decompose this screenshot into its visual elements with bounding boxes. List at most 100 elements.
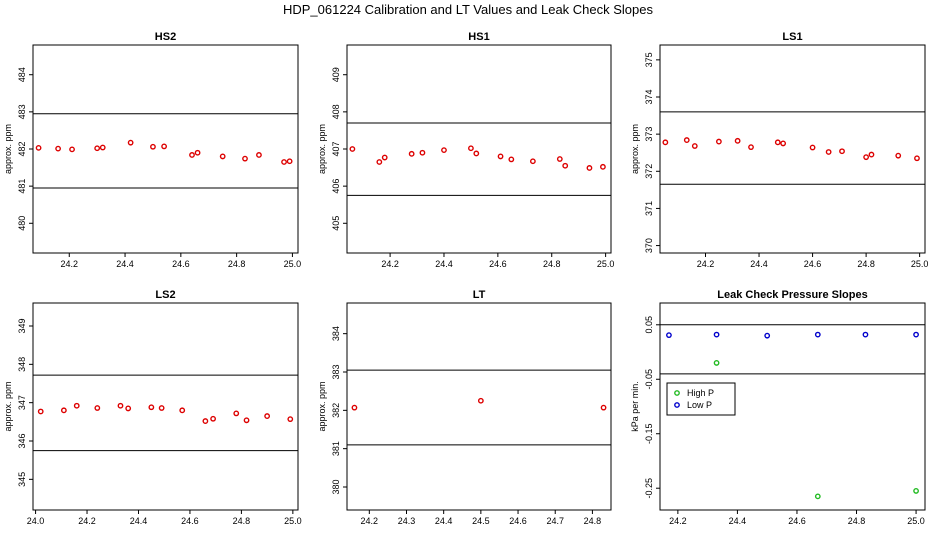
data-point-hs2 [161, 143, 168, 150]
legend-marker [674, 390, 680, 396]
x-tick-label: 24.2 [697, 259, 715, 269]
data-point-lt [600, 404, 607, 411]
y-axis-label: approx. ppm [317, 381, 327, 431]
x-tick-label: 24.6 [172, 259, 190, 269]
legend-marker [674, 402, 680, 408]
data-point-hs2 [281, 159, 287, 165]
panel-0: HS2 24.2 24.4 24.6 24.8 25.0 480 481 482 483 484 ap… [3, 31, 301, 269]
data-point-hs1 [419, 149, 426, 156]
data-point-ls1 [774, 139, 781, 146]
data-point-ls2 [264, 413, 271, 419]
y-axis-label: approx. ppm [630, 124, 640, 174]
y-tick-label: 405 [331, 216, 341, 231]
y-tick-label: 0.05 [644, 316, 654, 334]
data-point-high-p [814, 493, 821, 500]
data-point-hs1 [349, 146, 356, 152]
data-point-hs2 [189, 152, 195, 158]
y-tick-label: 408 [331, 104, 341, 119]
y-tick-label: -0.15 [644, 423, 654, 444]
data-point-ls2 [60, 407, 67, 414]
y-tick-label: 484 [17, 67, 27, 82]
panel-4: LT 24.2 24.3 24.4 24.5 24.6 24.7 24.8 380 381 382 3… [317, 289, 612, 526]
x-tick-label: 25.0 [284, 259, 302, 269]
y-tick-label: 373 [644, 127, 654, 142]
x-tick-label: 24.4 [435, 516, 453, 526]
x-tick-label: 24.8 [857, 259, 875, 269]
data-point-ls1 [809, 144, 816, 151]
y-axis-label: approx. ppm [3, 124, 13, 174]
data-point-hs2 [286, 158, 293, 165]
y-tick-label: 348 [17, 357, 27, 372]
panel-1: HS1 24.2 24.4 24.6 24.8 25.0 405 406 407 408 409 ap… [317, 31, 614, 269]
x-tick-label: 24.6 [788, 516, 806, 526]
x-tick-label: 24.8 [848, 516, 866, 526]
y-tick-label: -0.25 [644, 478, 654, 499]
data-point-hs1 [473, 150, 480, 157]
y-tick-label: 383 [331, 364, 341, 379]
y-axis-label: approx. ppm [3, 381, 13, 431]
data-point-ls1 [748, 144, 754, 151]
y-tick-label: 347 [17, 395, 27, 410]
panel-5: Leak Check Pressure Slopes 24.2 24.4 24.6 24… [630, 289, 926, 526]
x-tick-label: 24.4 [750, 259, 768, 269]
data-point-low-p [713, 331, 720, 338]
data-point-ls2 [202, 418, 209, 424]
data-point-hs2 [55, 145, 62, 152]
data-point-hs1 [508, 156, 515, 163]
y-tick-label: 482 [17, 141, 27, 156]
data-point-ls1 [895, 152, 902, 159]
y-tick-label: 381 [331, 441, 341, 456]
x-tick-label: 25.0 [284, 516, 302, 526]
x-tick-label: 24.2 [669, 516, 687, 526]
data-point-low-p [814, 331, 821, 338]
data-point-hs1 [408, 150, 415, 157]
x-tick-label: 25.0 [907, 516, 925, 526]
data-point-hs2 [127, 139, 134, 146]
y-tick-label: 346 [17, 433, 27, 448]
x-tick-label: 24.4 [116, 259, 134, 269]
data-point-ls1 [825, 149, 832, 155]
data-point-ls2 [243, 417, 250, 424]
panel-title: LS2 [155, 289, 175, 301]
panel-title: LT [473, 289, 486, 301]
y-tick-label: 384 [331, 326, 341, 341]
x-tick-label: 24.6 [509, 516, 527, 526]
x-tick-label: 24.2 [78, 516, 96, 526]
data-point-low-p [862, 331, 869, 338]
data-point-ls1 [734, 137, 741, 144]
data-point-hs2 [35, 144, 42, 151]
data-point-hs1 [586, 165, 593, 171]
plot-frame [32, 302, 299, 511]
data-point-ls2 [125, 405, 132, 412]
data-point-ls1 [691, 143, 698, 149]
plot-frame [659, 302, 926, 511]
x-tick-label: 24.6 [804, 259, 822, 269]
y-tick-label: 374 [644, 89, 654, 104]
panel-title: HS2 [155, 31, 176, 43]
x-tick-label: 24.2 [60, 259, 78, 269]
data-point-hs1 [381, 154, 388, 161]
x-tick-label: 24.7 [546, 516, 564, 526]
y-tick-label: 481 [17, 179, 27, 194]
legend: High P Low P [666, 382, 736, 416]
data-point-ls2 [179, 407, 186, 414]
data-point-ls1 [914, 155, 920, 162]
data-point-high-p [713, 360, 720, 366]
y-tick-label: 483 [17, 104, 27, 119]
data-point-ls1 [863, 154, 870, 161]
data-point-ls1 [780, 140, 787, 147]
data-point-low-p [913, 331, 919, 338]
panel-grid: HS2 24.2 24.4 24.6 24.8 25.0 480 481 482 483 484 ap… [3, 31, 928, 526]
data-point-ls2 [287, 416, 294, 423]
data-point-ls2 [117, 402, 124, 409]
legend-box [666, 382, 736, 416]
data-point-hs1 [376, 159, 383, 165]
data-point-hs1 [529, 158, 536, 165]
data-point-hs1 [600, 163, 606, 170]
y-tick-label: 371 [644, 201, 654, 216]
data-point-hs2 [219, 153, 226, 160]
data-point-hs2 [94, 145, 101, 152]
data-point-ls1 [715, 138, 722, 145]
data-point-low-p [764, 332, 771, 339]
